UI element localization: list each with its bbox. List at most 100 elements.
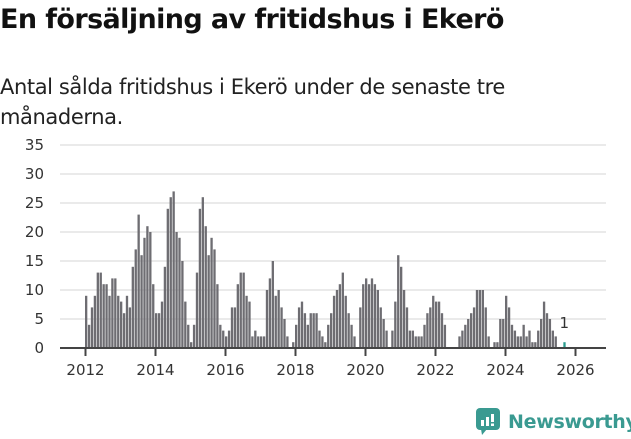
bar bbox=[475, 290, 479, 348]
bar bbox=[242, 272, 245, 348]
newsworthy-logo: Newsworthy bbox=[476, 408, 631, 436]
x-tick-label: 2022 bbox=[416, 361, 454, 379]
bar bbox=[146, 226, 149, 348]
bar bbox=[201, 197, 204, 348]
bar bbox=[312, 313, 315, 348]
bar bbox=[265, 290, 269, 348]
bar bbox=[99, 272, 102, 348]
bar bbox=[251, 336, 254, 348]
bar bbox=[233, 307, 237, 348]
bar bbox=[481, 290, 484, 348]
bar bbox=[204, 226, 207, 348]
bar bbox=[548, 319, 552, 348]
bar bbox=[382, 319, 385, 348]
y-tick-label: 5 bbox=[34, 310, 44, 328]
bar bbox=[516, 336, 519, 348]
bar bbox=[414, 336, 417, 348]
y-tick-label: 30 bbox=[25, 165, 44, 183]
bar bbox=[341, 272, 344, 348]
bar bbox=[111, 278, 114, 348]
y-tick-label: 0 bbox=[34, 339, 44, 357]
bar bbox=[350, 324, 353, 348]
bar bbox=[93, 295, 97, 348]
brand-name: Newsworthy bbox=[508, 411, 631, 433]
bar bbox=[370, 278, 374, 348]
bar bbox=[192, 324, 196, 348]
bar bbox=[542, 301, 546, 348]
bar bbox=[528, 330, 531, 348]
x-tick-label: 2018 bbox=[276, 361, 314, 379]
bar bbox=[260, 336, 263, 348]
bar bbox=[166, 208, 169, 348]
bar bbox=[554, 336, 557, 348]
bar bbox=[155, 313, 158, 348]
bar bbox=[303, 313, 307, 348]
bar bbox=[90, 307, 94, 348]
bar bbox=[365, 278, 368, 348]
bar bbox=[338, 284, 342, 348]
bar bbox=[96, 272, 99, 348]
bar bbox=[245, 295, 248, 348]
bar bbox=[467, 319, 470, 348]
bar bbox=[545, 313, 549, 348]
bar bbox=[160, 301, 164, 348]
bar bbox=[157, 313, 161, 348]
x-tick-label: 2026 bbox=[556, 361, 594, 379]
bar bbox=[461, 330, 464, 348]
bar bbox=[373, 284, 377, 348]
bar bbox=[248, 301, 251, 348]
bar bbox=[85, 295, 88, 348]
bar bbox=[437, 301, 441, 348]
bar bbox=[458, 336, 461, 348]
bar bbox=[254, 330, 257, 348]
bar bbox=[295, 324, 298, 348]
bar bbox=[420, 336, 423, 348]
y-tick-label: 10 bbox=[25, 281, 44, 299]
bar bbox=[443, 324, 447, 348]
bar bbox=[510, 324, 514, 348]
bar bbox=[426, 313, 429, 348]
bar bbox=[496, 342, 499, 348]
bar bbox=[271, 261, 274, 348]
bar bbox=[327, 324, 330, 348]
bar bbox=[216, 284, 219, 348]
bar bbox=[344, 295, 347, 348]
bar-series bbox=[85, 191, 566, 348]
bar bbox=[353, 336, 356, 348]
chart-subtitle: Antal sålda fritidshus i Ekerö under de … bbox=[0, 75, 505, 129]
y-tick-label: 20 bbox=[25, 223, 44, 241]
bar bbox=[376, 290, 379, 348]
bar bbox=[513, 330, 517, 348]
bar bbox=[505, 295, 508, 348]
bar bbox=[137, 214, 140, 348]
bar bbox=[300, 301, 304, 348]
bar bbox=[429, 307, 432, 348]
bar bbox=[335, 290, 339, 348]
bar bbox=[411, 330, 414, 348]
y-axis-ticks: 0 5 10 15 20 25 30 35 bbox=[25, 136, 44, 357]
bar bbox=[321, 336, 324, 348]
bar bbox=[181, 261, 184, 348]
x-tick-label: 2014 bbox=[136, 361, 174, 379]
bar bbox=[470, 313, 473, 348]
bar bbox=[309, 313, 312, 348]
bar bbox=[484, 307, 487, 348]
bar bbox=[519, 336, 522, 348]
bar bbox=[499, 319, 502, 348]
bar bbox=[440, 313, 444, 348]
bar bbox=[134, 249, 137, 348]
bar bbox=[297, 307, 301, 348]
bar bbox=[213, 249, 216, 348]
bar bbox=[140, 255, 143, 348]
bar bbox=[190, 342, 193, 348]
bar bbox=[400, 266, 403, 348]
bar bbox=[108, 295, 111, 348]
bar bbox=[178, 237, 181, 348]
bar bbox=[464, 324, 467, 348]
x-tick-label: 2024 bbox=[486, 361, 524, 379]
bar bbox=[417, 336, 420, 348]
bar bbox=[122, 313, 126, 348]
bar bbox=[195, 272, 199, 348]
x-tick-label: 2012 bbox=[66, 361, 104, 379]
